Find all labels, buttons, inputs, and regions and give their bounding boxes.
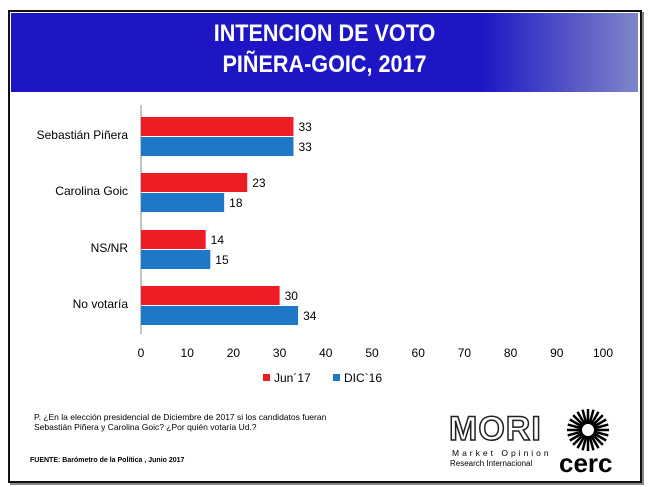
category-label: No votaría — [73, 297, 129, 311]
x-tick-label: 60 — [412, 346, 426, 360]
data-label: 30 — [285, 289, 299, 303]
cerc-logo: cerc — [559, 448, 613, 478]
x-tick-label: 0 — [138, 346, 145, 360]
category-label: NS/NR — [91, 241, 129, 255]
legend-swatch — [263, 374, 270, 381]
category-label: Sebastián Piñera — [37, 128, 129, 142]
source-note: FUENTE: Barómetro de la Política , Junio… — [30, 457, 185, 464]
title-line-2: PIÑERA-GOIC, 2017 — [222, 51, 427, 78]
x-tick-label: 10 — [181, 346, 195, 360]
category-label: Carolina Goic — [55, 184, 128, 198]
title-line-1: INTENCION DE VOTO — [213, 20, 436, 47]
data-label: 34 — [303, 309, 317, 323]
x-tick-label: 20 — [227, 346, 241, 360]
data-label: 15 — [215, 253, 229, 267]
mori-tagline-2: Research Internacional — [450, 459, 533, 468]
data-label: 23 — [252, 176, 266, 190]
data-label: 18 — [229, 196, 243, 210]
legend-label: DIC`16 — [344, 371, 382, 385]
legend-swatch — [333, 374, 340, 381]
header-banner: INTENCION DE VOTO PIÑERA-GOIC, 2017 — [11, 13, 638, 92]
bar-1 — [141, 306, 299, 325]
mori-logo: MORI — [448, 409, 542, 449]
x-tick-label: 100 — [593, 346, 613, 360]
bar-0 — [141, 117, 294, 136]
bar-chart: Sebastián Piñera 33 33 Carolina Goic 23 18 NS/… — [37, 105, 613, 385]
data-label: 14 — [211, 233, 225, 247]
legend-label: Jun´17 — [274, 371, 311, 385]
bar-0 — [141, 173, 248, 192]
x-tick-label: 80 — [504, 346, 518, 360]
bar-1 — [141, 137, 294, 156]
data-label: 33 — [298, 140, 312, 154]
bar-0 — [141, 286, 280, 305]
bar-0 — [141, 230, 206, 249]
x-tick-label: 90 — [550, 346, 564, 360]
x-tick-label: 70 — [458, 346, 472, 360]
x-tick-label: 40 — [319, 346, 333, 360]
survey-question: P. ¿En la elección presidencial de Dicie… — [34, 412, 327, 432]
slide-frame — [8, 10, 642, 483]
bar-1 — [141, 193, 225, 212]
x-tick-label: 30 — [273, 346, 287, 360]
cerc-sunburst-icon — [567, 409, 609, 451]
data-label: 33 — [298, 120, 312, 134]
x-tick-label: 50 — [365, 346, 379, 360]
bar-1 — [141, 250, 211, 269]
page-title: INTENCION DE VOTO PIÑERA-GOIC, 2017 — [42, 18, 606, 80]
mori-tagline-1: Market Opinion — [452, 448, 552, 458]
